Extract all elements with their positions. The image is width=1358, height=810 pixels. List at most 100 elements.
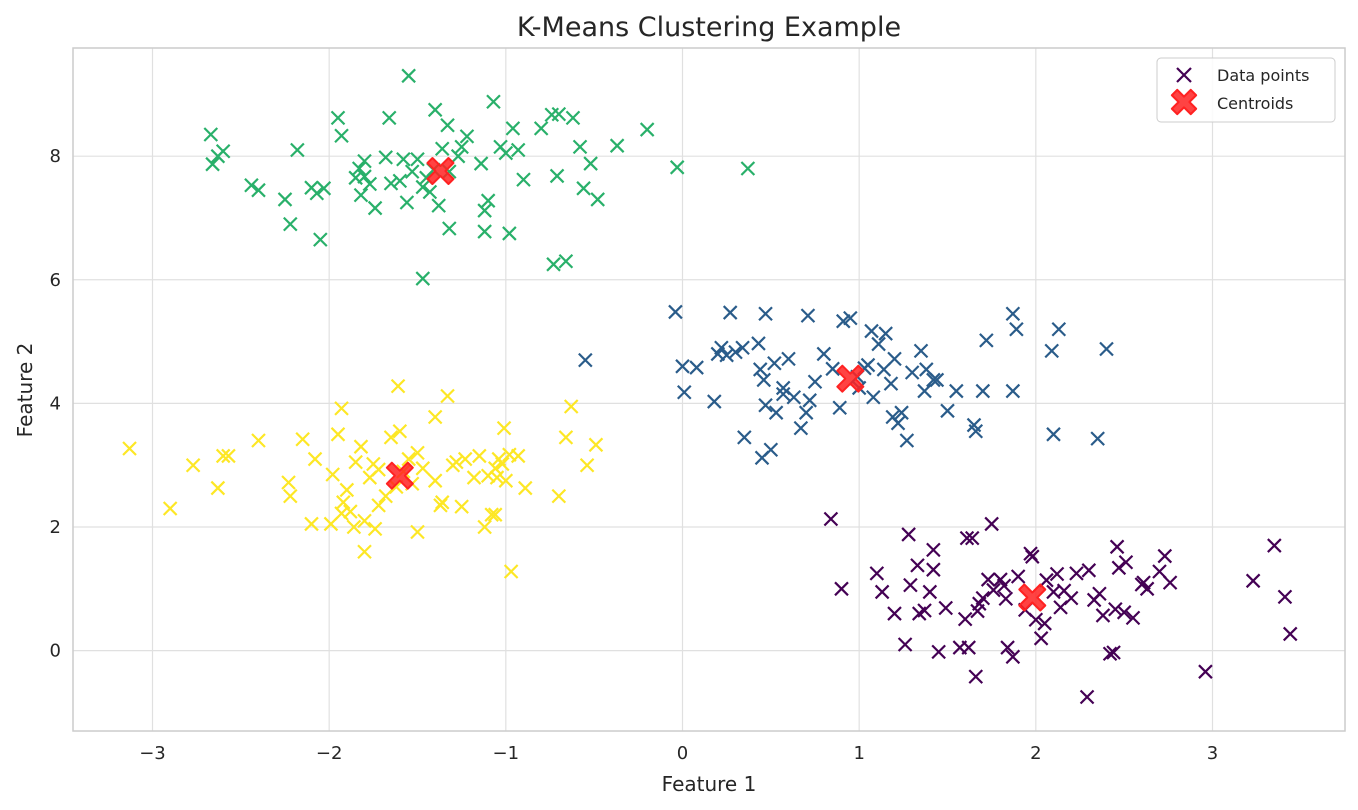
- data-point: [1152, 564, 1167, 579]
- x-tick-label: 2: [1030, 743, 1041, 764]
- data-point: [968, 669, 984, 684]
- data-point: [334, 128, 349, 144]
- data-point: [466, 470, 482, 485]
- data-point: [215, 448, 231, 464]
- data-point: [1102, 646, 1118, 662]
- data-point: [768, 405, 784, 420]
- data-point: [781, 351, 796, 367]
- data-point: [251, 182, 266, 198]
- data-point: [122, 441, 137, 456]
- legend-box: [1156, 57, 1336, 123]
- data-point: [440, 388, 455, 404]
- data-point: [549, 168, 565, 184]
- data-point: [1099, 341, 1114, 357]
- data-point: [931, 644, 946, 660]
- grid-lines: [73, 48, 1345, 731]
- x-tick-label: −3: [139, 743, 166, 764]
- y-tick-label: 0: [50, 641, 61, 662]
- data-point: [669, 160, 685, 175]
- data-point: [1092, 586, 1107, 602]
- data-point: [399, 195, 415, 210]
- data-point: [802, 393, 817, 408]
- data-points: [122, 68, 1298, 705]
- data-point: [283, 216, 298, 232]
- data-point: [583, 156, 598, 171]
- x-tick-label: 0: [677, 743, 688, 764]
- data-point: [722, 305, 738, 320]
- data-point: [558, 430, 574, 445]
- data-point: [922, 584, 938, 600]
- x-tick-label: 1: [853, 743, 864, 764]
- data-point: [968, 423, 984, 439]
- data-point: [415, 179, 431, 195]
- data-point: [215, 143, 231, 159]
- data-point: [572, 139, 588, 155]
- data-point: [578, 352, 593, 368]
- data-point: [579, 457, 595, 473]
- data-point: [434, 495, 450, 510]
- data-point: [689, 360, 704, 375]
- data-point: [959, 530, 975, 546]
- data-point: [897, 637, 913, 652]
- data-point: [758, 306, 773, 322]
- data-point: [459, 129, 475, 144]
- data-point: [480, 193, 496, 208]
- data-point: [816, 346, 832, 362]
- data-point: [938, 600, 954, 616]
- data-point: [546, 257, 561, 272]
- data-point: [763, 442, 779, 458]
- data-point: [793, 420, 809, 436]
- data-point: [1028, 612, 1044, 628]
- data-point: [984, 516, 999, 532]
- data-point: [1037, 616, 1052, 631]
- data-point: [517, 480, 533, 496]
- data-point: [964, 530, 980, 546]
- data-point: [551, 106, 567, 122]
- data-point: [1139, 581, 1155, 597]
- data-point: [825, 361, 840, 377]
- data-point: [1157, 548, 1173, 564]
- data-point: [894, 405, 909, 420]
- data-point: [162, 501, 178, 516]
- data-point: [1081, 563, 1097, 578]
- data-point: [1033, 631, 1049, 646]
- data-point: [1049, 566, 1065, 582]
- data-point: [639, 122, 655, 137]
- data-point: [454, 499, 469, 514]
- x-axis-label: Feature 1: [662, 772, 757, 796]
- chart-title: K-Means Clustering Example: [517, 12, 901, 43]
- data-point: [383, 176, 399, 191]
- data-point: [957, 611, 973, 627]
- data-point: [832, 400, 848, 416]
- data-point: [316, 181, 332, 196]
- data-point: [450, 148, 466, 164]
- data-point: [427, 473, 443, 488]
- data-point: [457, 451, 473, 467]
- data-point: [281, 475, 296, 490]
- data-point: [503, 564, 519, 579]
- data-point: [890, 415, 906, 431]
- data-point: [283, 488, 298, 504]
- data-point: [473, 156, 489, 171]
- data-point: [495, 456, 510, 472]
- y-tick-label: 6: [50, 270, 61, 291]
- data-point: [449, 454, 464, 470]
- data-point: [940, 403, 955, 419]
- data-point: [926, 542, 941, 558]
- x-tick-label: −1: [493, 743, 520, 764]
- data-point: [334, 401, 349, 416]
- data-point: [563, 399, 579, 414]
- data-point: [588, 437, 604, 453]
- data-point: [290, 142, 305, 158]
- data-point: [565, 110, 581, 126]
- data-point: [1005, 383, 1021, 399]
- data-point: [396, 151, 411, 167]
- data-point: [401, 68, 416, 84]
- data-point: [843, 310, 858, 326]
- data-point: [505, 121, 521, 136]
- data-point: [434, 141, 450, 157]
- x-tick-label: −2: [316, 743, 343, 764]
- data-point: [758, 397, 773, 413]
- data-point: [516, 172, 531, 187]
- data-point: [926, 562, 941, 577]
